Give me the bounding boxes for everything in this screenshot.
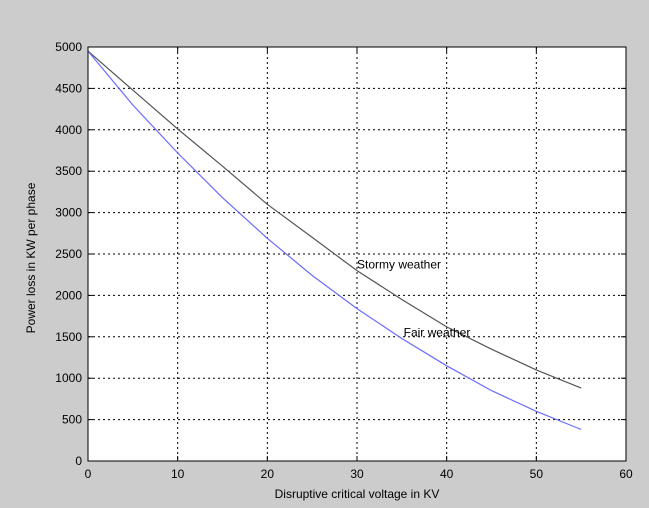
- ticks: 0 10 20 30 40 50 60 0 500 1000 1500 2000 2500 3000 350…: [55, 40, 633, 481]
- y-tick-label: 2500: [55, 247, 82, 261]
- y-tick-label: 500: [62, 413, 82, 427]
- x-tick-label: 0: [85, 467, 92, 481]
- x-axis-label: Disruptive critical voltage in KV: [275, 487, 440, 501]
- y-tick-label: 3500: [55, 164, 82, 178]
- y-tick-label: 1500: [55, 330, 82, 344]
- y-tick-label: 4500: [55, 81, 82, 95]
- grid: [88, 47, 626, 461]
- x-tick-label: 10: [171, 467, 185, 481]
- x-tick-label: 50: [530, 467, 544, 481]
- annotations: Stormy weather Fair weather: [357, 258, 470, 340]
- y-axis-label: Power loss in KW per phase: [24, 182, 38, 333]
- x-tick-label: 60: [619, 467, 633, 481]
- y-tick-label: 2000: [55, 288, 82, 302]
- curves: [87, 50, 582, 431]
- annotation-stormy-weather: Stormy weather: [357, 258, 441, 272]
- x-tick-label: 20: [261, 467, 275, 481]
- series-line-stormy-weather: [87, 50, 582, 389]
- y-tick-label: 1000: [55, 371, 82, 385]
- y-tick-label: 5000: [55, 40, 82, 54]
- x-tick-label: 30: [350, 467, 364, 481]
- y-tick-label: 0: [75, 454, 82, 468]
- y-tick-label: 4000: [55, 123, 82, 137]
- y-tick-label: 3000: [55, 206, 82, 220]
- series-line-fair-weather: [87, 50, 582, 431]
- annotation-fair-weather: Fair weather: [404, 325, 471, 339]
- x-tick-label: 40: [440, 467, 454, 481]
